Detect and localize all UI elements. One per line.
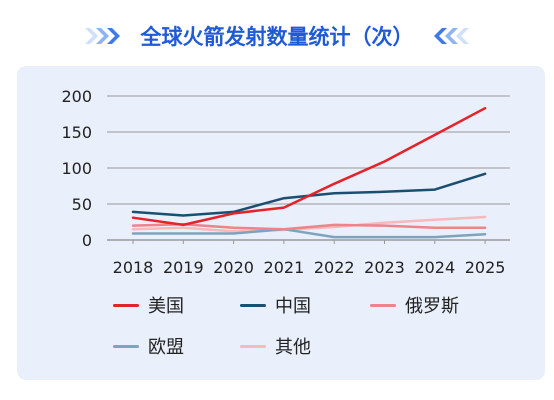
- series-line-5: [131, 215, 487, 233]
- x-tick-label: 2025: [465, 258, 506, 277]
- x-tick-label: 2020: [213, 258, 254, 277]
- series-line-4: [131, 227, 487, 239]
- y-tick-label: 100: [61, 159, 92, 178]
- x-tick-label: 2022: [314, 258, 355, 277]
- x-tick-label: 2024: [414, 258, 455, 277]
- y-tick-label: 150: [61, 123, 92, 142]
- chart-title: 全球火箭发射数量统计（次）: [140, 25, 414, 49]
- x-tick-label: 2021: [264, 258, 305, 277]
- chevrons-right-icon: [81, 24, 127, 48]
- series-line-1: [131, 106, 487, 227]
- y-tick-label: 0: [82, 231, 92, 250]
- title-bar: 全球火箭发射数量统计（次）: [0, 16, 554, 56]
- x-tick-label: 2019: [163, 258, 204, 277]
- chart-card: [17, 66, 545, 380]
- series-line-3: [131, 222, 487, 231]
- x-tick-label: 2023: [364, 258, 405, 277]
- y-tick-label: 50: [72, 195, 92, 214]
- chevrons-left-icon: [428, 24, 474, 48]
- y-tick-label: 200: [61, 87, 92, 106]
- x-tick-label: 2018: [113, 258, 154, 277]
